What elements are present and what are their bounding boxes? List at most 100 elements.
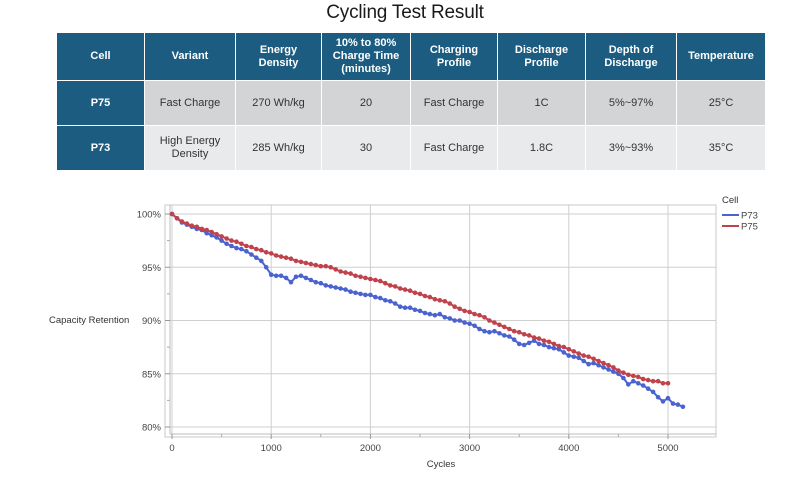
x-tick-label: 1000: [261, 443, 282, 454]
data-point-p75: [179, 219, 185, 224]
data-point-p73: [437, 311, 443, 317]
data-point-p73: [576, 355, 581, 361]
grid: [170, 205, 716, 434]
cell-temperature: 25°C: [676, 80, 766, 126]
data-point-p73: [263, 265, 269, 270]
cell-charge-time: 20: [321, 80, 411, 126]
column-header-line: Depth of: [608, 43, 654, 56]
data-point-p75: [611, 365, 616, 370]
data-point-p73: [670, 401, 676, 406]
data-point-p73: [487, 329, 492, 335]
data-point-p75: [318, 263, 324, 269]
data-point-p75: [348, 271, 353, 276]
data-point-p75: [234, 239, 239, 244]
data-point-p75: [477, 312, 482, 318]
data-point-p75: [482, 315, 487, 320]
data-point-p75: [313, 262, 319, 268]
y-tick-label: 80%: [142, 423, 162, 434]
legend-title: Cell: [722, 195, 738, 206]
data-point-p73: [452, 318, 458, 323]
data-point-p73: [293, 274, 299, 280]
data-point-p73: [407, 305, 413, 310]
data-point-p73: [640, 383, 646, 388]
cell-name: P75: [56, 80, 145, 126]
data-point-p73: [259, 258, 264, 264]
data-point-p73: [467, 321, 472, 326]
cell-charging-profile: Fast Charge: [410, 80, 498, 126]
data-point-p75: [402, 287, 408, 292]
data-point-p73: [422, 310, 428, 316]
data-point-p73: [278, 273, 284, 279]
data-point-p75: [303, 260, 309, 266]
data-point-p75: [397, 286, 403, 291]
data-point-p73: [457, 318, 463, 323]
data-point-p73: [665, 395, 671, 401]
data-point-p73: [626, 382, 631, 387]
data-point-p75: [467, 309, 472, 315]
data-point-p73: [353, 290, 358, 296]
column-header: 10% to 80% Charge Time (minutes): [321, 32, 411, 81]
data-point-p75: [556, 343, 562, 349]
data-point-p73: [348, 289, 353, 294]
data-point-p73: [581, 358, 586, 364]
data-point-p75: [338, 269, 343, 274]
data-point-p73: [338, 286, 343, 291]
data-point-p73: [472, 323, 477, 329]
y-tick-label: 100%: [137, 210, 162, 221]
data-point-p73: [273, 273, 279, 279]
data-point-p75: [204, 227, 209, 233]
data-point-p73: [224, 241, 229, 247]
cell-energy-density: 270 Wh/kg: [235, 80, 322, 126]
data-point-p75: [596, 358, 601, 364]
data-point-p75: [199, 226, 205, 232]
data-point-p75: [576, 351, 581, 356]
data-point-p75: [536, 336, 542, 341]
data-point-p75: [511, 328, 517, 334]
data-point-p75: [497, 322, 502, 328]
column-header-line: Charge Time: [332, 50, 400, 62]
cell-variant: Fast Charge: [144, 80, 236, 126]
data-point-p73: [586, 361, 591, 367]
data-point-p73: [571, 354, 577, 359]
data-point-p73: [635, 381, 641, 386]
data-point-p75: [323, 263, 329, 269]
column-header-line: 10% to 80%: [335, 37, 397, 49]
data-point-p73: [645, 386, 651, 391]
y-axis-label: Capacity Retention: [49, 315, 129, 326]
data-point-p73: [531, 338, 537, 343]
data-point-p75: [378, 278, 383, 284]
data-point-p75: [586, 354, 591, 359]
data-point-p73: [268, 272, 274, 277]
data-point-p75: [665, 381, 671, 386]
data-point-p75: [432, 296, 438, 302]
data-point-p73: [427, 311, 433, 317]
data-point-p73: [596, 362, 601, 368]
data-point-p73: [383, 298, 388, 303]
column-header-line: Profile: [524, 56, 559, 69]
data-point-p75: [447, 301, 453, 306]
data-point-p73: [497, 331, 502, 336]
data-point-p73: [650, 389, 656, 395]
data-point-p73: [333, 285, 339, 290]
data-point-p75: [273, 253, 279, 258]
cell-discharge-profile: 1C: [497, 80, 586, 126]
data-point-p73: [363, 292, 368, 298]
data-point-p75: [308, 261, 314, 267]
x-tick-label: 2000: [360, 443, 381, 454]
column-header-line: Charging: [429, 43, 479, 56]
data-point-p75: [417, 291, 423, 297]
data-point-p75: [298, 259, 304, 265]
data-point-p75: [631, 373, 636, 379]
data-point-p75: [507, 326, 512, 332]
y-tick-label: 85%: [142, 369, 162, 380]
data-point-p73: [606, 367, 611, 372]
legend-label-p75: P75: [741, 222, 758, 233]
data-point-p75: [616, 368, 621, 373]
data-point-p73: [378, 295, 383, 301]
data-point-p73: [214, 235, 219, 240]
data-point-p73: [660, 399, 666, 404]
column-header-line: Temperature: [688, 50, 754, 62]
data-point-p75: [253, 246, 259, 252]
data-point-p75: [541, 338, 547, 343]
data-point-p73: [616, 371, 621, 377]
